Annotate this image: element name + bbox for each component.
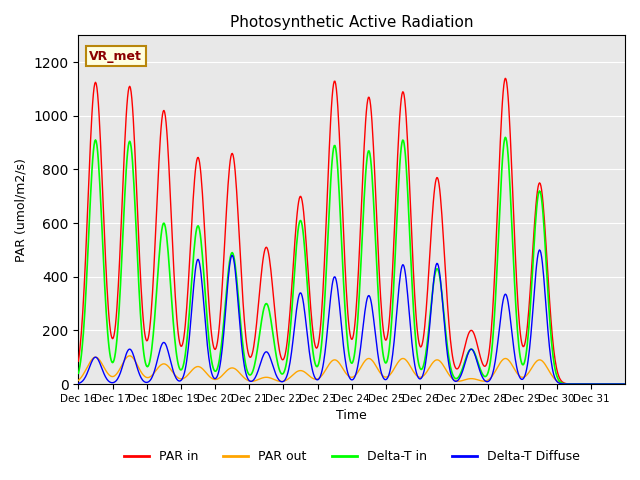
Y-axis label: PAR (umol/m2/s): PAR (umol/m2/s) <box>15 158 28 262</box>
Text: VR_met: VR_met <box>90 50 142 63</box>
Legend: PAR in, PAR out, Delta-T in, Delta-T Diffuse: PAR in, PAR out, Delta-T in, Delta-T Dif… <box>119 445 584 468</box>
Title: Photosynthetic Active Radiation: Photosynthetic Active Radiation <box>230 15 474 30</box>
X-axis label: Time: Time <box>337 409 367 422</box>
